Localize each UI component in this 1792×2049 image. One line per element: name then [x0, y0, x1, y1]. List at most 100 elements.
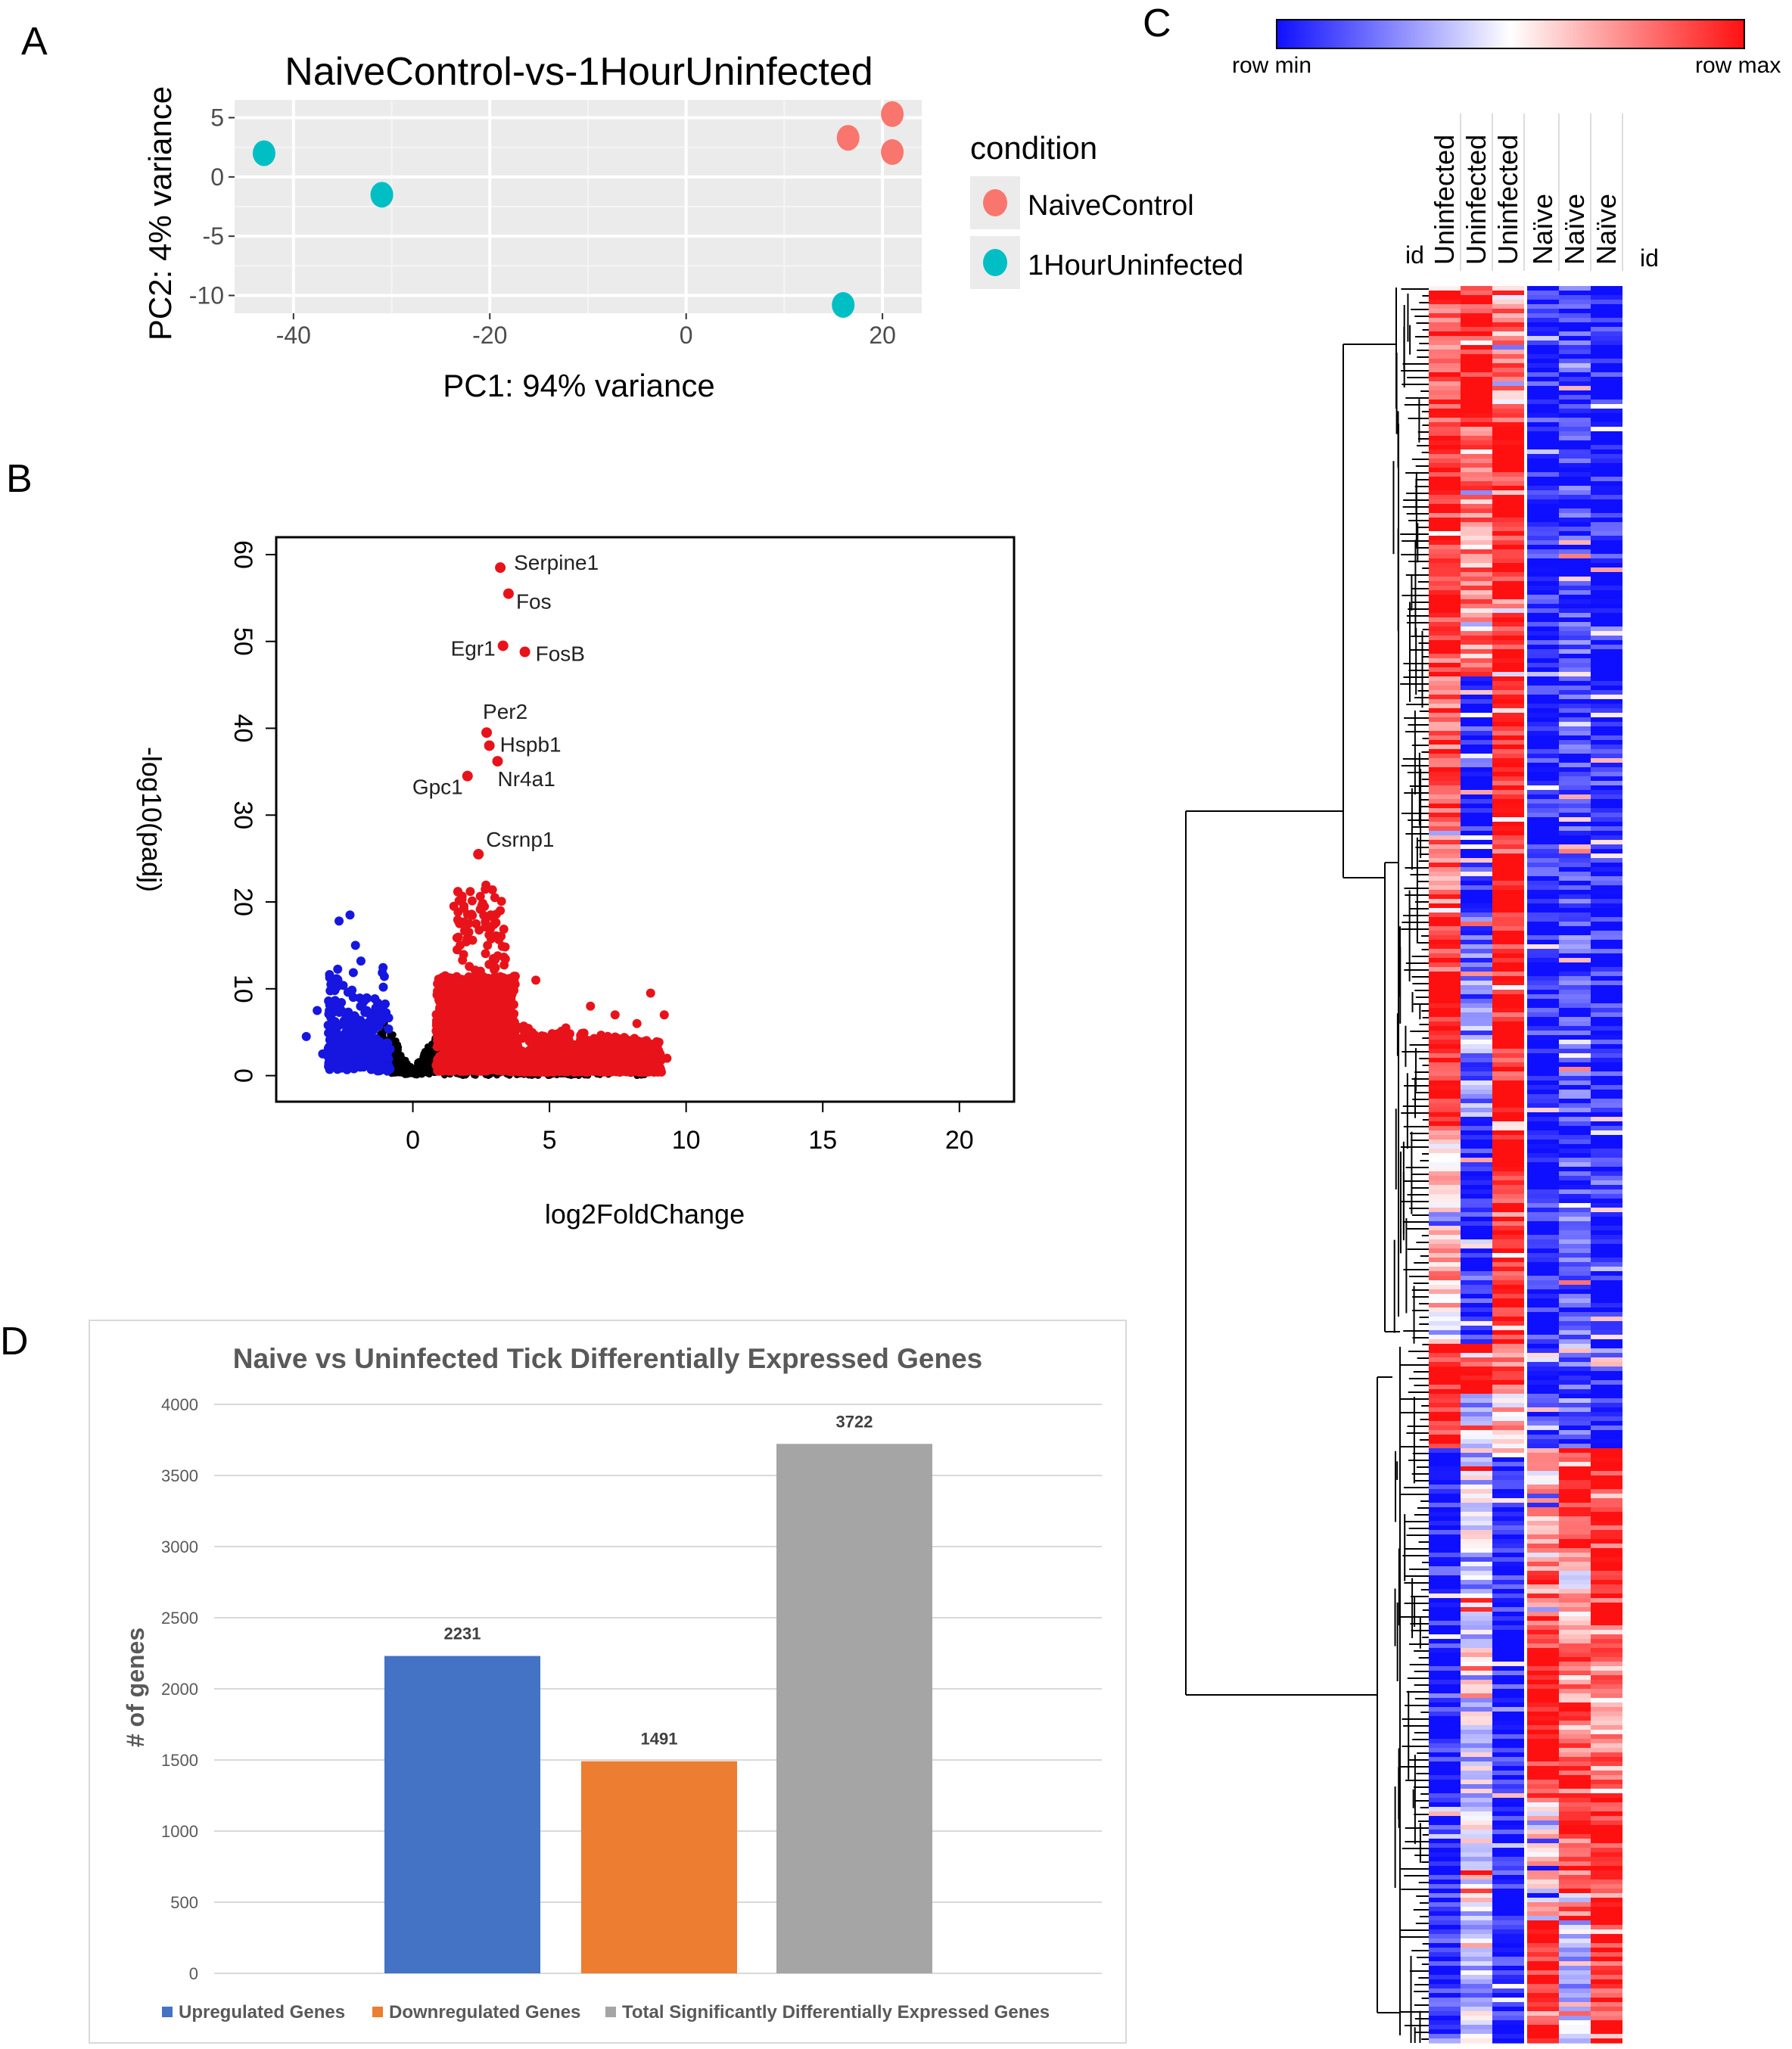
volcano-point-down — [382, 1038, 392, 1048]
heatmap-cell — [1527, 1444, 1559, 1449]
heatmap-cell — [1527, 731, 1559, 736]
heatmap-cell — [1559, 549, 1591, 555]
heatmap-cell — [1559, 1562, 1591, 1567]
heatmap-cell — [1492, 1330, 1524, 1335]
heatmap-cell — [1527, 1258, 1559, 1263]
heatmap-cell — [1429, 1376, 1461, 1381]
heatmap-cell — [1591, 1439, 1622, 1444]
heatmap-cell — [1492, 881, 1524, 886]
heatmap-cell — [1527, 454, 1559, 459]
heatmap-cell — [1591, 781, 1622, 786]
heatmap-cell — [1591, 636, 1622, 641]
heatmap-cell — [1429, 931, 1461, 936]
heatmap-cell — [1559, 1634, 1591, 1640]
heatmap-cell — [1429, 1698, 1461, 1703]
heatmap-cell — [1591, 985, 1622, 990]
volcano-point-down — [326, 980, 336, 990]
heatmap-cell — [1429, 327, 1461, 332]
heatmap-cell — [1559, 1426, 1591, 1431]
heatmap-cell — [1492, 1571, 1524, 1576]
heatmap-cell — [1492, 1140, 1524, 1145]
heatmap-cell — [1461, 1475, 1492, 1481]
heatmap-cell — [1591, 1598, 1622, 1603]
heatmap-cell — [1559, 295, 1591, 300]
volcano-point-down — [346, 1024, 356, 1034]
heatmap-cell — [1429, 1126, 1461, 1131]
heatmap-cell — [1429, 554, 1461, 559]
heatmap-cell — [1591, 490, 1622, 496]
heatmap-cell — [1429, 990, 1461, 995]
heatmap-cell — [1559, 649, 1591, 654]
heatmap-cell — [1527, 390, 1559, 396]
heatmap-cell — [1527, 844, 1559, 850]
heatmap-cell — [1429, 1094, 1461, 1099]
heatmap-cell — [1591, 1657, 1622, 1662]
heatmap-cell — [1461, 962, 1492, 968]
heatmap-row-axis-label: id — [1405, 241, 1424, 269]
volcano-point-up — [534, 1040, 544, 1049]
heatmap-cell — [1492, 826, 1524, 832]
heatmap-cell — [1527, 1757, 1559, 1762]
heatmap-cell — [1527, 449, 1559, 455]
heatmap-cell — [1527, 672, 1559, 677]
heatmap-cell — [1461, 1008, 1492, 1013]
heatmap-cell — [1559, 1203, 1591, 1208]
heatmap-cell — [1429, 749, 1461, 754]
heatmap-cell — [1559, 813, 1591, 818]
heatmap-cell — [1527, 699, 1559, 704]
heatmap-cell — [1559, 1167, 1591, 1172]
volcano-point-up — [468, 989, 478, 999]
heatmap-cell — [1527, 695, 1559, 700]
heatmap-cell — [1591, 853, 1622, 859]
heatmap-cell — [1559, 586, 1591, 591]
heatmap-cell — [1527, 599, 1559, 605]
heatmap-cell — [1461, 522, 1492, 527]
heatmap-cell — [1492, 1367, 1524, 1372]
heatmap-cell — [1591, 831, 1622, 836]
heatmap-cell — [1527, 1012, 1559, 1018]
heatmap-cell — [1492, 804, 1524, 809]
heatmap-cell — [1559, 949, 1591, 954]
heatmap-cell — [1429, 754, 1461, 759]
heatmap-cell — [1492, 1076, 1524, 1081]
heatmap-cell — [1559, 291, 1591, 296]
heatmap-cell — [1591, 477, 1622, 482]
heatmap-cell — [1461, 1017, 1492, 1022]
heatmap-cell — [1461, 1666, 1492, 1671]
heatmap-cell — [1591, 1280, 1622, 1286]
heatmap-cell — [1591, 1516, 1622, 1522]
heatmap-cell — [1527, 409, 1559, 414]
heatmap-cell — [1559, 695, 1591, 700]
heatmap-cell — [1559, 1607, 1591, 1612]
volcano-point-up — [531, 975, 541, 985]
heatmap-cell — [1429, 409, 1461, 414]
heatmap-cell — [1559, 1766, 1591, 1771]
heatmap-cell — [1527, 1367, 1559, 1372]
heatmap-cell — [1461, 1643, 1492, 1649]
heatmap-cell — [1559, 409, 1591, 414]
heatmap-cell — [1429, 590, 1461, 595]
heatmap-cell — [1492, 1262, 1524, 1267]
heatmap-cell — [1527, 613, 1559, 618]
heatmap-cell — [1429, 586, 1461, 591]
heatmap-cell — [1461, 363, 1492, 368]
heatmap-cell — [1461, 563, 1492, 568]
heatmap-cell — [1461, 440, 1492, 446]
heatmap-cell — [1429, 1684, 1461, 1690]
heatmap-cell — [1492, 1657, 1524, 1662]
heatmap-cell — [1461, 495, 1492, 500]
heatmap-cell — [1492, 1593, 1524, 1599]
heatmap-cell — [1527, 1680, 1559, 1685]
heatmap-cell — [1559, 1494, 1591, 1499]
heatmap-cell — [1461, 1167, 1492, 1172]
heatmap-cell — [1591, 1307, 1622, 1313]
heatmap-cell — [1527, 1689, 1559, 1694]
heatmap-cell — [1429, 781, 1461, 786]
heatmap-cell — [1492, 368, 1524, 373]
heatmap-cell — [1429, 1339, 1461, 1345]
heatmap-cell — [1461, 1330, 1492, 1335]
heatmap-cell — [1492, 976, 1524, 981]
heatmap-cell — [1429, 731, 1461, 736]
heatmap-cell — [1527, 1312, 1559, 1317]
heatmap-cell — [1461, 1380, 1492, 1385]
